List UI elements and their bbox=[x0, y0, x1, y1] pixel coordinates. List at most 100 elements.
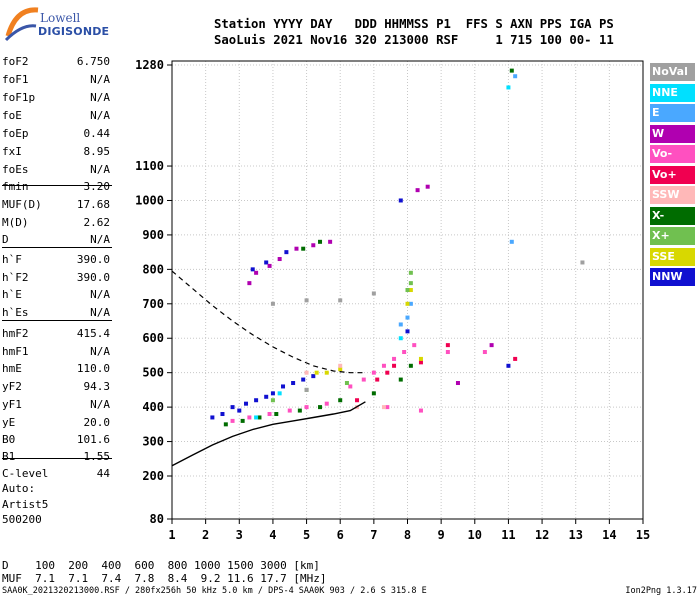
param-row: h`Es N/A bbox=[2, 306, 110, 321]
x-tick-label: 11 bbox=[501, 528, 515, 542]
data-point bbox=[361, 377, 366, 382]
data-point bbox=[338, 367, 343, 372]
software-version: Ion2Png 1.3.17 bbox=[625, 586, 697, 596]
x-tick-label: 10 bbox=[468, 528, 482, 542]
data-point bbox=[418, 408, 423, 413]
dashed-curve bbox=[171, 270, 366, 374]
x-tick-label: 8 bbox=[404, 528, 411, 542]
data-point bbox=[277, 391, 282, 396]
param-name: foF2 bbox=[2, 55, 29, 68]
data-point bbox=[338, 298, 343, 303]
param-name: foF1p bbox=[2, 91, 36, 104]
param-value: N/A bbox=[90, 109, 110, 122]
data-point bbox=[267, 412, 272, 417]
param-name: foF1 bbox=[2, 73, 29, 86]
data-point bbox=[398, 336, 403, 341]
data-point bbox=[247, 415, 252, 420]
param-row: MUF(D) 17.68 bbox=[2, 198, 110, 213]
param-name: foEp bbox=[2, 127, 29, 140]
data-point bbox=[274, 412, 279, 417]
param-value: 3.20 bbox=[83, 180, 111, 193]
data-point bbox=[254, 415, 259, 420]
param-value: 8.95 bbox=[83, 145, 111, 158]
param-value: 110.0 bbox=[76, 362, 110, 375]
data-point bbox=[257, 415, 262, 420]
param-name: fxI bbox=[2, 145, 22, 158]
data-point bbox=[455, 381, 460, 386]
param-value: N/A bbox=[90, 163, 110, 176]
param-row: yF1 N/A bbox=[2, 398, 110, 413]
data-point bbox=[408, 363, 413, 368]
x-tick-label: 9 bbox=[438, 528, 445, 542]
data-point bbox=[328, 239, 333, 244]
y-tick-label: 200 bbox=[142, 469, 164, 483]
param-separator bbox=[2, 458, 112, 459]
param-value: 0.44 bbox=[83, 127, 111, 140]
auto-version: 500200 bbox=[2, 513, 42, 526]
legend-item-xminus: X- bbox=[650, 206, 695, 225]
data-point bbox=[513, 356, 518, 361]
data-point bbox=[371, 370, 376, 375]
param-row: yF2 94.3 bbox=[2, 380, 110, 395]
param-row: foF1 N/A bbox=[2, 73, 110, 88]
x-tick-label: 14 bbox=[602, 528, 616, 542]
data-point bbox=[230, 418, 235, 423]
param-value: 415.4 bbox=[76, 327, 110, 340]
data-point bbox=[264, 260, 269, 265]
data-point bbox=[355, 398, 360, 403]
y-tick-label: 900 bbox=[142, 228, 164, 242]
data-point bbox=[408, 288, 413, 293]
data-point bbox=[513, 74, 518, 79]
data-point bbox=[250, 267, 255, 272]
x-tick-label: 4 bbox=[269, 528, 276, 542]
data-point bbox=[405, 288, 410, 293]
legend-item-vominus: Vo- bbox=[650, 145, 695, 163]
logo-swoosh-icon bbox=[4, 7, 39, 42]
param-separator bbox=[2, 320, 112, 321]
param-value: N/A bbox=[90, 306, 110, 319]
param-row: fmin 3.20 bbox=[2, 180, 110, 195]
data-point bbox=[405, 329, 410, 334]
param-name: B1 bbox=[2, 450, 16, 463]
param-value: N/A bbox=[90, 288, 110, 301]
param-value: N/A bbox=[90, 91, 110, 104]
data-point bbox=[509, 239, 514, 244]
legend-item-voplus: Vo+ bbox=[650, 165, 695, 184]
header-labels: Station YYYY DAY DDD HHMMSS P1 FFS S AXN… bbox=[214, 17, 614, 31]
legend-item-xplus: X+ bbox=[650, 227, 695, 245]
data-point bbox=[385, 405, 390, 410]
legend-item-ssw: SSW bbox=[650, 186, 695, 204]
param-value: 94.3 bbox=[83, 380, 111, 393]
autoscale-info: Auto: Artist5 500200 bbox=[2, 481, 48, 528]
data-point bbox=[270, 391, 275, 396]
data-point bbox=[445, 350, 450, 355]
param-name: yF2 bbox=[2, 380, 22, 393]
param-row: hmE 110.0 bbox=[2, 362, 110, 377]
legend-item-nne: NNE bbox=[650, 83, 695, 102]
y-tick-label: 700 bbox=[142, 297, 164, 311]
distance-row: D 100 200 400 600 800 1000 1500 3000 [km… bbox=[2, 559, 320, 572]
data-point bbox=[398, 322, 403, 327]
data-point bbox=[408, 301, 413, 306]
data-point bbox=[267, 263, 272, 268]
data-point bbox=[294, 246, 299, 251]
data-point bbox=[301, 246, 306, 251]
data-point bbox=[304, 298, 309, 303]
data-point bbox=[247, 281, 252, 286]
x-tick-label: 3 bbox=[236, 528, 243, 542]
x-tick-label: 1 bbox=[168, 528, 175, 542]
param-value: 2.62 bbox=[83, 216, 111, 229]
data-point bbox=[506, 85, 511, 90]
data-point bbox=[425, 184, 430, 189]
param-row: h`F 390.0 bbox=[2, 253, 110, 268]
param-value: N/A bbox=[90, 345, 110, 358]
y-tick-label: 800 bbox=[142, 262, 164, 276]
data-point bbox=[398, 198, 403, 203]
param-row: foE N/A bbox=[2, 109, 110, 124]
data-point bbox=[318, 239, 323, 244]
data-point bbox=[418, 360, 423, 365]
param-name: foEs bbox=[2, 163, 29, 176]
data-point bbox=[284, 250, 289, 255]
data-point bbox=[304, 405, 309, 410]
